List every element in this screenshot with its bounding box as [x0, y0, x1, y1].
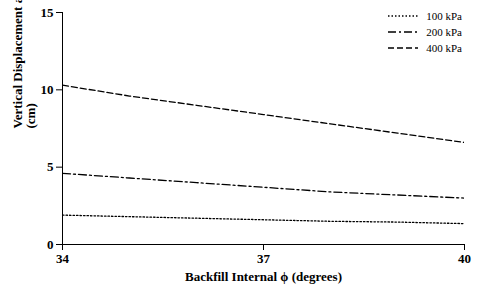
svg-text:0: 0 — [47, 237, 54, 252]
svg-text:Backfill Internal ϕ (degrees): Backfill Internal ϕ (degrees) — [185, 269, 342, 284]
svg-text:37: 37 — [257, 251, 271, 266]
svg-text:15: 15 — [41, 5, 55, 20]
svg-text:40: 40 — [458, 251, 471, 266]
svg-text:Vertical Displacement at Seat(: Vertical Displacement at Seat(cm) — [10, 0, 38, 129]
html-text:200 kPa: 200 kPa — [426, 26, 462, 38]
svg-text:5: 5 — [47, 159, 54, 174]
svg-text:10: 10 — [41, 82, 54, 97]
html-text:400 kPa: 400 kPa — [426, 42, 462, 54]
svg-text:34: 34 — [56, 251, 70, 266]
html-text:100 kPa: 100 kPa — [426, 10, 462, 22]
